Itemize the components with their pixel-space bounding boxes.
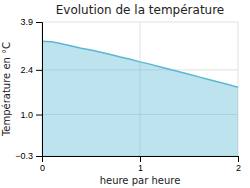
y-tick-mark bbox=[36, 115, 42, 116]
y-tick-label: −0.3 bbox=[15, 151, 33, 161]
grid bbox=[42, 22, 238, 156]
x-tick-label: 0 bbox=[40, 163, 45, 173]
grid-line-y bbox=[42, 22, 238, 23]
y-axis-title: Température en °C bbox=[1, 42, 12, 137]
x-tick-mark bbox=[140, 156, 141, 162]
y-tick-mark bbox=[36, 22, 42, 23]
x-tick-mark bbox=[238, 156, 239, 162]
x-tick-label: 2 bbox=[236, 163, 241, 173]
x-tick: 1 bbox=[138, 156, 143, 173]
y-tick: 1.0 bbox=[20, 110, 42, 120]
y-tick: 2.4 bbox=[20, 65, 42, 75]
y-tick-mark bbox=[36, 70, 42, 71]
y-tick-label: 3.9 bbox=[20, 17, 33, 27]
line bbox=[42, 41, 238, 87]
x-axis-title: heure par heure bbox=[100, 175, 181, 186]
y-tick: 3.9 bbox=[20, 17, 42, 27]
y-axis: −0.3 1.0 2.4 3.9 bbox=[15, 17, 42, 161]
y-tick-label: 2.4 bbox=[20, 65, 33, 75]
x-axis: 0 1 2 bbox=[40, 156, 241, 173]
chart: 0 1 2 −0.3 1.0 2.4 3.9 Evolution de la températ… bbox=[0, 0, 250, 188]
area bbox=[42, 41, 238, 156]
y-tick-mark bbox=[36, 156, 42, 157]
x-tick: 0 bbox=[40, 156, 45, 173]
title: Evolution de la température bbox=[56, 3, 225, 17]
plot: 0 1 2 −0.3 1.0 2.4 3.9 bbox=[15, 17, 241, 173]
y-tick: −0.3 bbox=[15, 151, 42, 161]
x-axis-line bbox=[43, 157, 239, 163]
x-tick: 2 bbox=[236, 156, 241, 173]
y-axis-line bbox=[36, 23, 43, 157]
y-tick-label: 1.0 bbox=[20, 110, 33, 120]
x-tick-label: 1 bbox=[138, 163, 143, 173]
marks bbox=[42, 41, 238, 156]
